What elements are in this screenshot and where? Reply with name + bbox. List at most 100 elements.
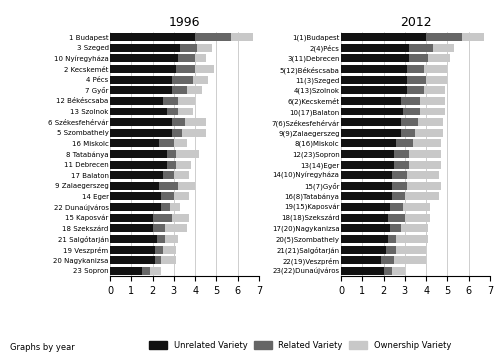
Bar [392,171,407,179]
Bar [182,129,206,137]
Bar [341,97,400,105]
Bar [168,108,178,115]
Bar [341,214,388,222]
Bar [110,235,157,243]
Bar [341,86,407,94]
Bar [110,267,142,275]
Bar [110,182,159,190]
Bar [394,256,426,264]
Bar [341,193,392,200]
Bar [195,33,232,41]
Bar [161,203,170,211]
Bar [407,65,424,73]
Bar [110,139,159,147]
Bar [341,246,386,253]
Bar [110,55,178,62]
Bar [396,235,428,243]
Bar [341,267,384,275]
Bar [416,129,443,137]
Bar [341,171,392,179]
Bar [161,193,174,200]
Bar [178,97,195,105]
Bar [341,161,394,169]
Bar [110,118,172,126]
Bar [341,203,390,211]
Bar [198,44,212,52]
Bar [195,65,214,73]
Bar [388,235,396,243]
Bar [341,182,392,190]
Bar [176,150,200,158]
Bar [150,267,161,275]
Bar [170,203,180,211]
Bar [178,108,193,115]
Bar [110,203,161,211]
Bar [184,118,206,126]
Bar [176,65,195,73]
Bar [341,33,426,41]
Bar [407,182,441,190]
Bar [407,86,424,94]
Bar [172,76,193,84]
Bar [232,33,252,41]
Bar [341,224,390,232]
Bar [110,224,152,232]
Bar [407,76,426,84]
Bar [110,161,168,169]
Bar [392,267,405,275]
Text: Graphs by year: Graphs by year [10,343,75,352]
Bar [341,129,400,137]
Bar [166,224,186,232]
Bar [405,193,439,200]
Bar [394,161,409,169]
Bar [110,33,195,41]
Bar [172,214,189,222]
Bar [390,224,400,232]
Bar [402,108,419,115]
Bar [424,65,448,73]
Bar [341,150,394,158]
Bar [110,65,176,73]
Bar [161,256,176,264]
Bar [420,97,446,105]
Bar [341,55,409,62]
Bar [159,139,174,147]
Bar [110,108,168,115]
Bar [110,193,161,200]
Bar [110,214,152,222]
Bar [341,108,402,115]
Bar [163,246,176,253]
Title: 2012: 2012 [400,16,432,29]
Bar [178,182,195,190]
Bar [341,139,396,147]
Bar [166,235,178,243]
Bar [341,235,388,243]
Bar [154,246,163,253]
Bar [402,203,430,211]
Bar [414,139,441,147]
Bar [396,246,426,253]
Bar [418,118,443,126]
Bar [341,76,407,84]
Bar [180,44,198,52]
Bar [157,235,166,243]
Bar [409,44,432,52]
Bar [172,118,184,126]
Bar [110,86,172,94]
Bar [388,214,405,222]
Bar [193,76,208,84]
Bar [392,182,407,190]
Bar [110,44,180,52]
Bar [400,129,415,137]
Bar [341,44,409,52]
Bar [426,76,448,84]
Title: 1996: 1996 [169,16,200,29]
Bar [174,193,189,200]
Bar [168,150,176,158]
Bar [159,182,178,190]
Bar [110,256,154,264]
Bar [400,118,417,126]
Bar [409,161,441,169]
Bar [195,55,206,62]
Bar [110,129,172,137]
